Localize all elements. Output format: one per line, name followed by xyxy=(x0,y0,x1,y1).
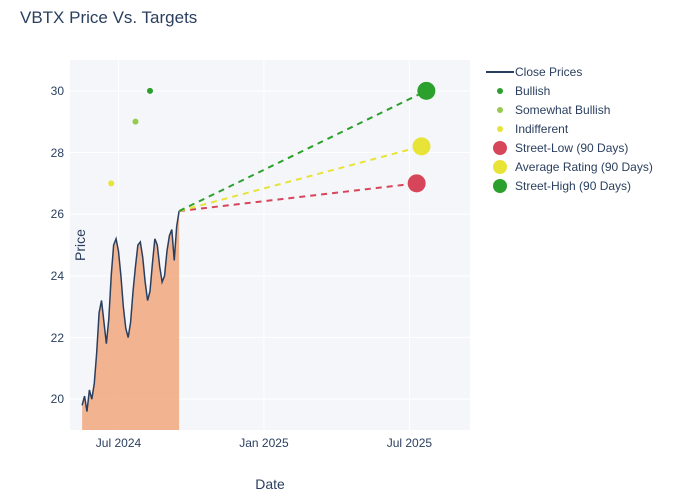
projection-end-street-low xyxy=(408,174,426,192)
projection-end-street-high xyxy=(417,82,435,100)
rating-point xyxy=(132,119,138,125)
chart-title: VBTX Price Vs. Targets xyxy=(20,8,197,28)
legend-swatch xyxy=(485,157,515,176)
legend-item: Street-High (90 Days) xyxy=(485,176,653,195)
legend-item: Bullish xyxy=(485,81,653,100)
legend-dot-icon xyxy=(497,107,503,113)
legend-label: Average Rating (90 Days) xyxy=(515,160,653,174)
legend-label: Somewhat Bullish xyxy=(515,103,610,117)
projection-street-high xyxy=(179,91,426,211)
legend-line-icon xyxy=(486,71,514,73)
projection-street-low xyxy=(179,183,417,211)
legend-dot-icon xyxy=(497,88,503,94)
legend-swatch xyxy=(485,176,515,195)
legend-item: Average Rating (90 Days) xyxy=(485,157,653,176)
legend-label: Indifferent xyxy=(515,122,568,136)
x-tick: Jul 2024 xyxy=(96,436,141,450)
plot-svg xyxy=(70,60,470,430)
x-axis-label: Date xyxy=(255,476,285,492)
y-tick: 24 xyxy=(34,269,64,283)
legend-swatch xyxy=(485,119,515,138)
legend-dot-icon xyxy=(497,126,503,132)
legend-label: Street-Low (90 Days) xyxy=(515,141,628,155)
legend-label: Bullish xyxy=(515,84,550,98)
legend-label: Close Prices xyxy=(515,65,582,79)
legend-item: Somewhat Bullish xyxy=(485,100,653,119)
legend: Close Prices Bullish Somewhat Bullish Indif… xyxy=(485,62,653,195)
legend-item: Street-Low (90 Days) xyxy=(485,138,653,157)
rating-point xyxy=(147,88,153,94)
y-tick: 22 xyxy=(34,331,64,345)
x-tick: Jan 2025 xyxy=(239,436,288,450)
legend-swatch xyxy=(485,81,515,100)
legend-label: Street-High (90 Days) xyxy=(515,179,631,193)
y-tick: 30 xyxy=(34,84,64,98)
legend-swatch xyxy=(485,62,515,81)
legend-dot-icon xyxy=(493,160,507,174)
rating-point xyxy=(108,180,114,186)
y-tick: 20 xyxy=(34,392,64,406)
plot-area: Price 202224262830 Jul 2024Jan 2025Jul 2… xyxy=(70,60,470,430)
legend-dot-icon xyxy=(493,179,507,193)
projection-average xyxy=(179,146,421,211)
x-tick: Jul 2025 xyxy=(387,436,432,450)
legend-swatch xyxy=(485,138,515,157)
legend-dot-icon xyxy=(493,141,507,155)
legend-item: Indifferent xyxy=(485,119,653,138)
projection-end-average xyxy=(413,137,431,155)
chart-container: VBTX Price Vs. Targets Price 20222426283… xyxy=(0,0,700,500)
legend-item: Close Prices xyxy=(485,62,653,81)
y-tick: 26 xyxy=(34,207,64,221)
y-tick: 28 xyxy=(34,146,64,160)
legend-swatch xyxy=(485,100,515,119)
